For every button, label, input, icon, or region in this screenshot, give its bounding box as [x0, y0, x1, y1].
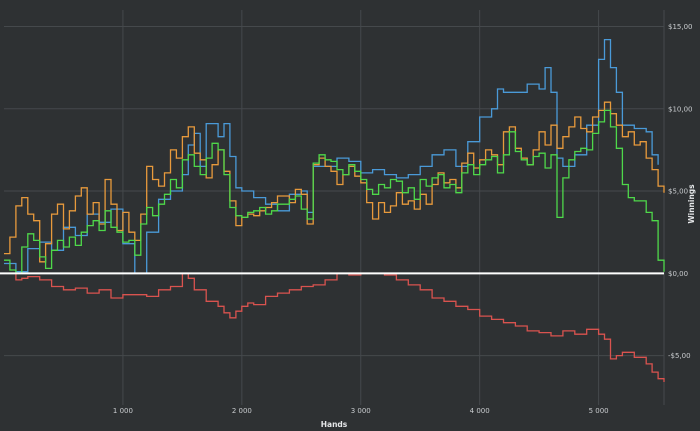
series-group: [4, 38, 665, 382]
series-line-3: [4, 109, 665, 274]
y-tick-label: $10,00: [668, 105, 693, 113]
y-tick-labels: $15,00 $10,00 $5,00 $0,00 -$5,00: [668, 23, 693, 360]
y-tick-label: $0,00: [668, 270, 688, 278]
x-axis-title: Hands: [321, 420, 348, 429]
x-tick-label: 2 000: [232, 407, 252, 415]
y-tick-label: -$5,00: [668, 352, 691, 360]
y-tick-label: $15,00: [668, 23, 693, 31]
series-line-4: [4, 272, 665, 382]
x-tick-label: 5 000: [589, 407, 609, 415]
x-tick-labels: 1 000 2 000 3 000 4 000 5 000: [113, 407, 609, 415]
x-tick-label: 4 000: [470, 407, 490, 415]
y-tick-label: $5,00: [668, 188, 688, 196]
series-line-2: [4, 101, 665, 263]
x-tick-label: 3 000: [351, 407, 371, 415]
x-tick-label: 1 000: [113, 407, 133, 415]
y-axis-title: Winnings: [687, 184, 696, 224]
